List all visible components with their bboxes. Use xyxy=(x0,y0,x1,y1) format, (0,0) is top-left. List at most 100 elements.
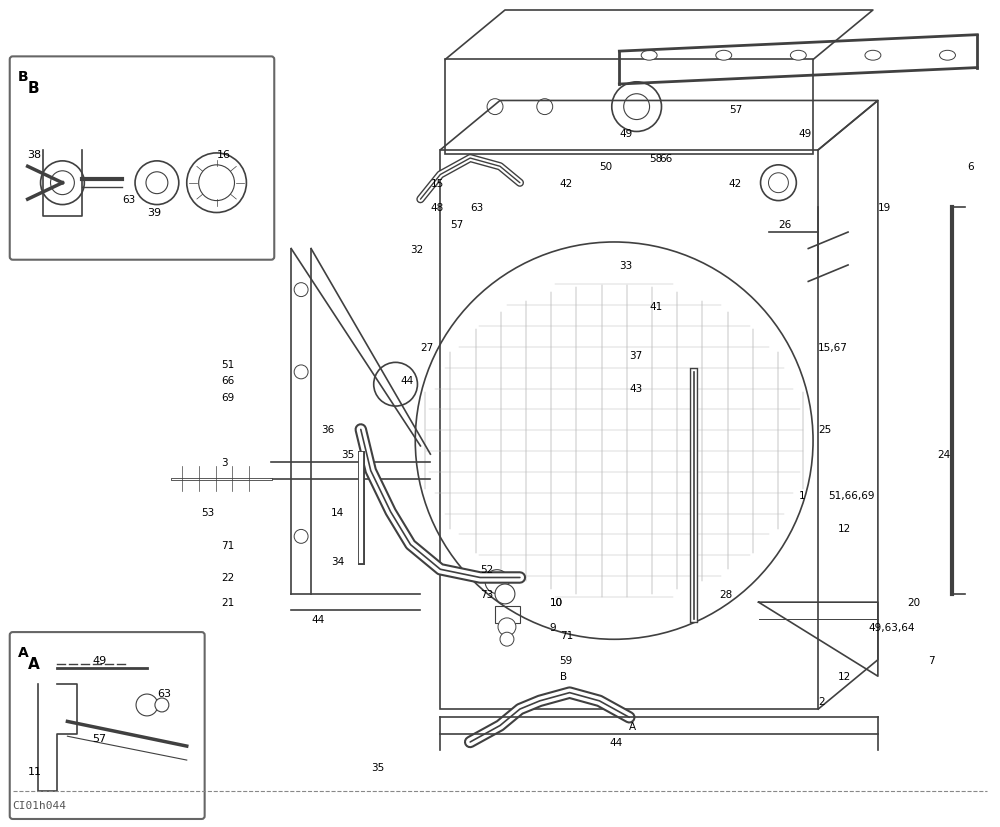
Circle shape xyxy=(537,99,553,116)
Text: B: B xyxy=(560,672,567,681)
Circle shape xyxy=(768,174,788,194)
Circle shape xyxy=(294,366,308,380)
Circle shape xyxy=(199,165,234,201)
Text: 59: 59 xyxy=(560,655,573,665)
Text: 15,67: 15,67 xyxy=(818,342,848,353)
Text: 7: 7 xyxy=(928,655,934,665)
Circle shape xyxy=(487,99,503,116)
Circle shape xyxy=(612,83,661,132)
Text: 27: 27 xyxy=(420,342,434,353)
Text: 6: 6 xyxy=(967,162,974,172)
Text: 57: 57 xyxy=(92,733,106,743)
Bar xyxy=(495,606,520,623)
Text: 35: 35 xyxy=(341,450,354,460)
Text: 58: 58 xyxy=(649,154,662,164)
FancyBboxPatch shape xyxy=(10,57,274,261)
Text: 34: 34 xyxy=(331,557,344,566)
Text: 71: 71 xyxy=(222,540,235,550)
Text: 66: 66 xyxy=(222,375,235,385)
Text: 3: 3 xyxy=(222,458,228,468)
Text: 36: 36 xyxy=(321,425,334,435)
Text: 28: 28 xyxy=(719,589,732,600)
Text: 12: 12 xyxy=(838,672,851,681)
Text: 63: 63 xyxy=(122,195,135,205)
Text: 51,66,69: 51,66,69 xyxy=(828,490,875,500)
Text: 42: 42 xyxy=(729,179,742,189)
Ellipse shape xyxy=(865,51,881,61)
Text: 12: 12 xyxy=(838,523,851,533)
Text: 26: 26 xyxy=(778,220,792,230)
Text: 49,63,64: 49,63,64 xyxy=(868,622,914,632)
Text: 37: 37 xyxy=(629,351,643,361)
Text: 20: 20 xyxy=(908,597,921,607)
Text: B: B xyxy=(28,81,39,96)
Text: 50: 50 xyxy=(599,162,613,172)
Circle shape xyxy=(485,570,509,594)
Circle shape xyxy=(761,165,796,201)
Circle shape xyxy=(294,284,308,297)
Text: CI01h044: CI01h044 xyxy=(13,800,67,810)
Circle shape xyxy=(294,530,308,543)
Text: 73: 73 xyxy=(480,589,493,600)
Text: A: A xyxy=(629,720,636,730)
Text: 2: 2 xyxy=(818,696,825,706)
Text: 35: 35 xyxy=(371,762,384,772)
Circle shape xyxy=(495,585,515,605)
Text: 39: 39 xyxy=(147,208,161,218)
Text: 38: 38 xyxy=(28,150,42,160)
Text: 49: 49 xyxy=(92,655,107,665)
Text: 57: 57 xyxy=(729,104,742,115)
Text: 51: 51 xyxy=(222,359,235,369)
Text: A: A xyxy=(18,645,28,659)
Text: 9: 9 xyxy=(550,622,556,632)
Text: 11: 11 xyxy=(28,766,42,776)
Text: 19: 19 xyxy=(878,203,891,213)
Text: 10: 10 xyxy=(550,597,563,607)
Text: 32: 32 xyxy=(411,244,424,254)
Text: 69: 69 xyxy=(222,392,235,402)
Text: A: A xyxy=(28,656,39,671)
Bar xyxy=(440,151,818,710)
Text: 41: 41 xyxy=(649,302,662,312)
Text: 15: 15 xyxy=(430,179,444,189)
Text: 21: 21 xyxy=(222,597,235,607)
Ellipse shape xyxy=(790,51,806,61)
FancyBboxPatch shape xyxy=(10,633,205,819)
Circle shape xyxy=(498,618,516,636)
Text: 25: 25 xyxy=(818,425,831,435)
Text: 49: 49 xyxy=(798,129,812,139)
Circle shape xyxy=(155,698,169,712)
Ellipse shape xyxy=(716,51,732,61)
Text: 49: 49 xyxy=(619,129,633,139)
Circle shape xyxy=(624,94,650,121)
Circle shape xyxy=(500,633,514,647)
Text: 57: 57 xyxy=(450,220,464,230)
Ellipse shape xyxy=(641,51,657,61)
Text: 66: 66 xyxy=(659,154,672,164)
Circle shape xyxy=(146,173,168,194)
Text: 44: 44 xyxy=(609,737,623,747)
Text: 52: 52 xyxy=(480,565,493,575)
Circle shape xyxy=(135,161,179,205)
Text: 24: 24 xyxy=(938,450,951,460)
Text: 10: 10 xyxy=(550,597,563,607)
Ellipse shape xyxy=(940,51,955,61)
Text: 48: 48 xyxy=(430,203,444,213)
Text: 1: 1 xyxy=(798,490,805,500)
Circle shape xyxy=(374,363,417,407)
Text: 53: 53 xyxy=(202,507,215,517)
Text: 63: 63 xyxy=(157,688,171,698)
Circle shape xyxy=(136,694,158,716)
Text: 44: 44 xyxy=(311,614,324,624)
Text: 42: 42 xyxy=(560,179,573,189)
Circle shape xyxy=(51,171,74,195)
Bar xyxy=(445,60,813,155)
Text: 71: 71 xyxy=(560,630,573,640)
Text: 43: 43 xyxy=(629,384,643,394)
Text: 44: 44 xyxy=(401,375,414,385)
Text: 33: 33 xyxy=(619,261,633,270)
Circle shape xyxy=(41,161,84,205)
Text: B: B xyxy=(18,69,28,84)
Text: 14: 14 xyxy=(331,507,344,517)
Text: 63: 63 xyxy=(470,203,483,213)
